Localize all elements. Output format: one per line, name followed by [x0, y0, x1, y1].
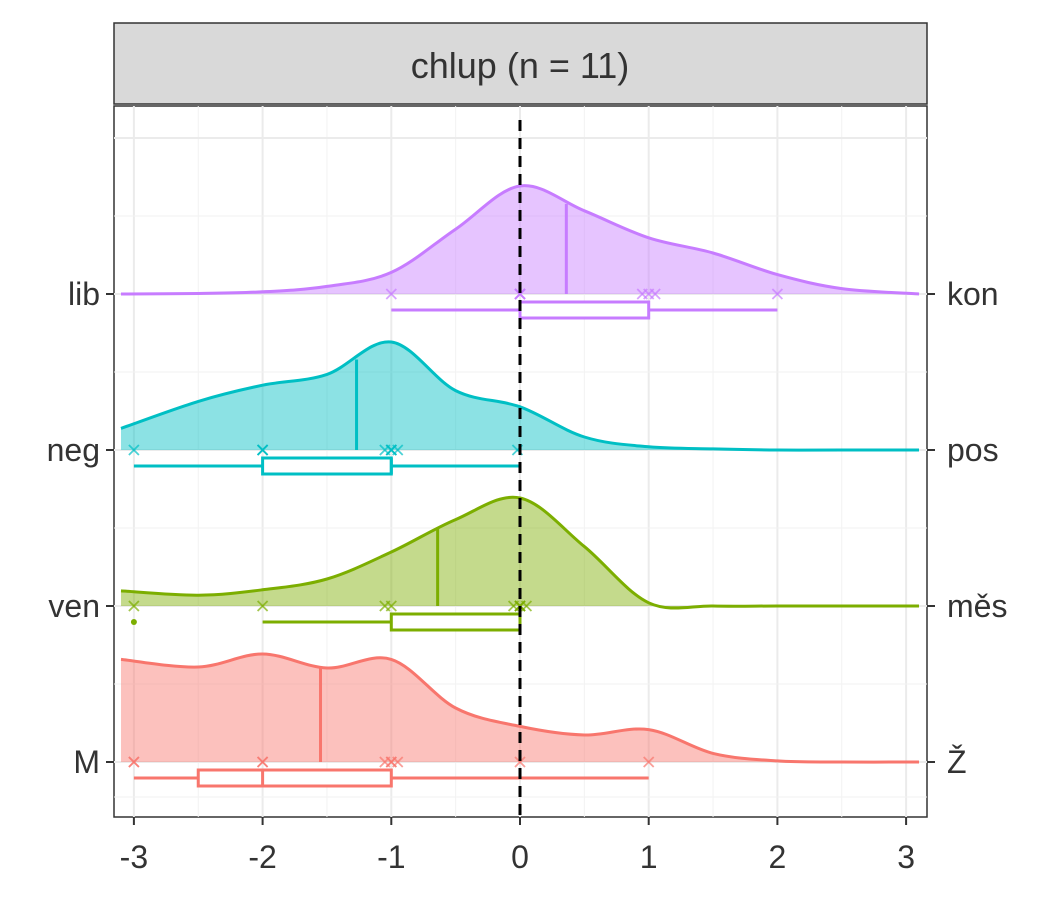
x-tick-label: 0 [511, 839, 529, 875]
left-axis-label: neg [47, 432, 100, 468]
x-tick-label: 3 [897, 839, 915, 875]
outlier-point [130, 619, 137, 625]
x-tick-label: -1 [377, 839, 405, 875]
data-point [514, 756, 526, 768]
density-line [120, 184, 920, 296]
left-axis-label: M [73, 744, 100, 780]
box-iqr [518, 300, 651, 320]
strip-background [113, 22, 928, 105]
x-tick-label: -3 [120, 839, 148, 875]
x-tick-label: 1 [640, 839, 658, 875]
data-point [256, 756, 269, 768]
data-point [514, 288, 526, 300]
density-line [120, 340, 919, 452]
right-axis-label: Ž [947, 744, 967, 780]
data-point [392, 444, 404, 456]
ridges [120, 184, 920, 788]
axes: -3 -2 -1 0 1 2 3 lib kon neg pos ven měs M Ž [47, 276, 1008, 875]
right-axis-label: měs [947, 588, 1007, 624]
density-area [121, 341, 919, 451]
data-point [392, 756, 404, 768]
left-axis-label: ven [48, 588, 100, 624]
right-axis-label: pos [947, 432, 999, 468]
x-tick-label: 2 [769, 839, 787, 875]
box-iqr [261, 456, 393, 476]
data-point [256, 444, 269, 456]
ridge-M [120, 652, 920, 788]
density-area [121, 185, 919, 294]
data-point [256, 600, 269, 612]
box-iqr [196, 768, 393, 788]
left-axis-label: lib [68, 276, 100, 312]
data-point [643, 756, 655, 768]
data-point [385, 288, 397, 300]
box-iqr [389, 612, 522, 632]
data-point [128, 444, 140, 456]
data-point [128, 756, 140, 768]
x-tick-label: -2 [248, 839, 276, 875]
panel-title: chlup (n = 11) [411, 45, 629, 86]
data-point [771, 288, 784, 300]
data-point [649, 288, 661, 300]
right-axis-label: kon [947, 276, 999, 312]
data-point [385, 600, 397, 612]
density-line [120, 652, 920, 764]
ridge-neg [120, 340, 919, 476]
data-point [520, 600, 533, 612]
data-point [128, 600, 140, 612]
